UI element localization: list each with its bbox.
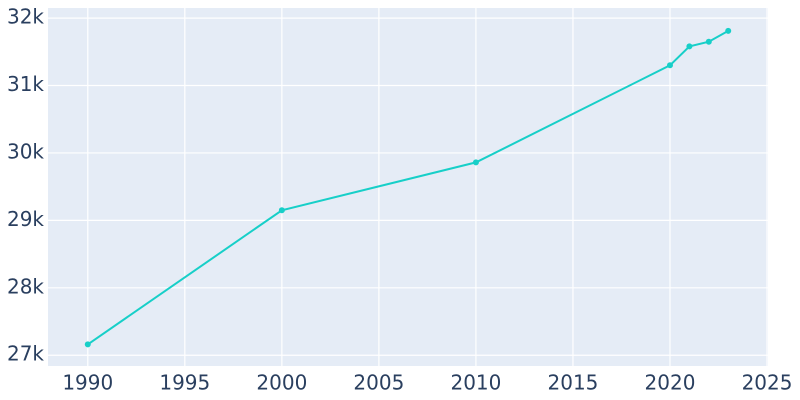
x-tick-label: 1995	[159, 371, 210, 395]
y-tick-label: 30k	[7, 139, 44, 163]
point	[686, 43, 693, 50]
x-tick-label: 2010	[450, 371, 501, 395]
x-tick-label: 1990	[62, 371, 113, 395]
point	[278, 207, 285, 214]
y-tick-label: 28k	[7, 274, 44, 298]
x-tick-label: 2025	[742, 371, 793, 395]
point	[472, 159, 479, 166]
plot-area	[48, 8, 768, 366]
x-tick-label: 2000	[256, 371, 307, 395]
x-tick-label: 2015	[548, 371, 599, 395]
y-tick-label: 32k	[7, 5, 44, 29]
point	[84, 341, 91, 348]
point	[705, 38, 712, 45]
point	[666, 62, 673, 69]
y-tick-label: 31k	[7, 72, 44, 96]
x-tick-label: 2020	[645, 371, 696, 395]
y-tick-label: 29k	[7, 207, 44, 231]
y-tick-label: 27k	[7, 342, 44, 366]
point	[725, 27, 732, 34]
x-tick-label: 2005	[353, 371, 404, 395]
